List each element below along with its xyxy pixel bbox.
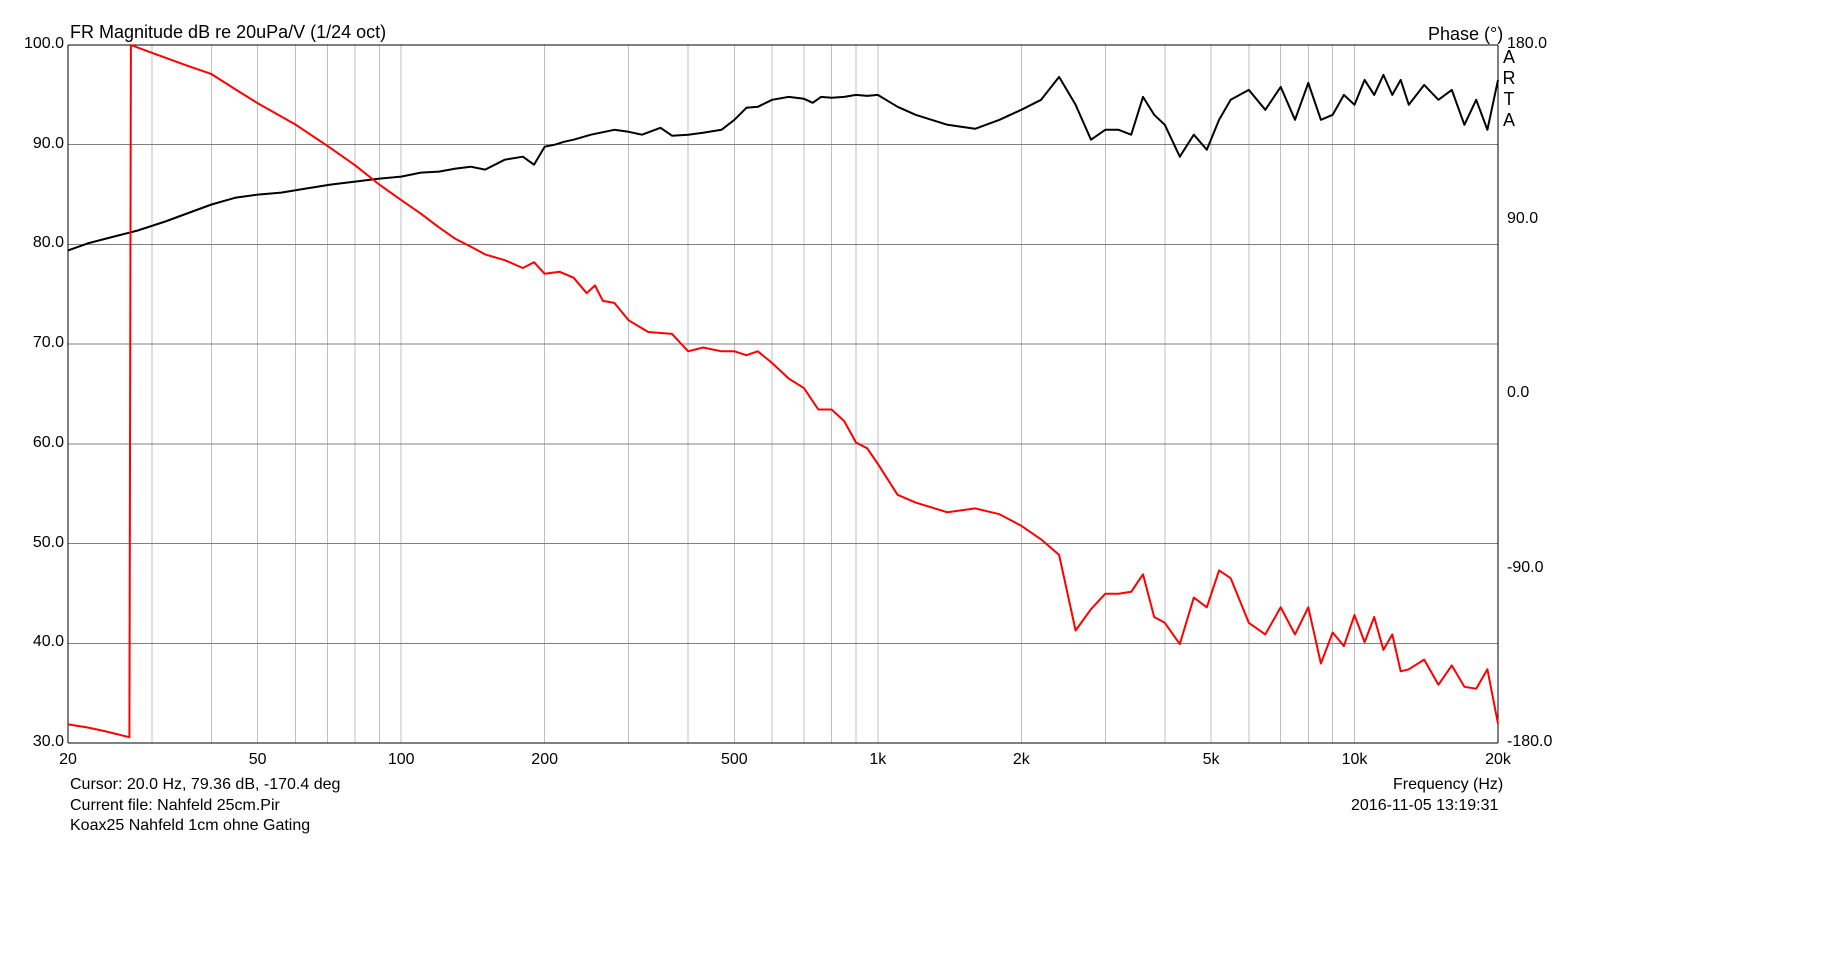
phase-axis-title: Phase (°): [1428, 24, 1504, 44]
arta-letter: A: [1502, 47, 1515, 67]
phase-tick-label: -180.0: [1507, 733, 1553, 750]
y-tick-label: 50.0: [32, 533, 64, 551]
x-tick-label: 20: [59, 751, 77, 768]
x-tick-label: 1k: [869, 751, 887, 768]
date-stamp: 2016-11-05 13:19:31: [1351, 797, 1499, 814]
x-tick-label: 100: [387, 751, 415, 768]
y-tick-label: 80.0: [32, 234, 64, 252]
phase-tick-label: 90.0: [1507, 209, 1539, 227]
x-tick-label: 200: [531, 751, 558, 768]
current-file-label: Current file: Nahfeld 25cm.Pir: [70, 797, 280, 814]
arta-letter: R: [1502, 68, 1516, 88]
phase-tick-label: 0.0: [1507, 384, 1530, 401]
x-tick-label: 20k: [1485, 751, 1511, 768]
cursor-readout: Cursor: 20.0 Hz, 79.36 dB, -170.4 deg: [70, 776, 341, 793]
x-tick-label: 10k: [1341, 751, 1368, 768]
y-tick-label: 70.0: [32, 334, 64, 352]
x-tick-label: 500: [720, 751, 748, 768]
x-tick-label: 5k: [1202, 751, 1220, 768]
x-tick-label: 2k: [1012, 751, 1030, 768]
measurement-description: Koax25 Nahfeld 1cm ohne Gating: [70, 817, 311, 834]
phase-tick-label: 180.0: [1507, 35, 1548, 52]
y-tick-label: 30.0: [32, 733, 64, 750]
phase-tick-label: -90.0: [1507, 558, 1544, 576]
phase-line: [67, 44, 1499, 739]
arta-letter: T: [1503, 89, 1515, 109]
y-tick-label: 40.0: [32, 633, 64, 651]
magnitude-line: [67, 73, 1499, 252]
y-tick-label: 100.0: [23, 35, 64, 52]
chart-title: FR Magnitude dB re 20uPa/V (1/24 oct): [70, 22, 387, 42]
arta-letter: A: [1502, 110, 1515, 130]
x-tick-label: 50: [248, 751, 267, 768]
y-tick-label: 60.0: [32, 433, 64, 451]
xaxis-label: Frequency (Hz): [1393, 776, 1504, 793]
y-tick-label: 90.0: [32, 134, 64, 152]
arta-logo: A R T A: [1502, 47, 1516, 131]
